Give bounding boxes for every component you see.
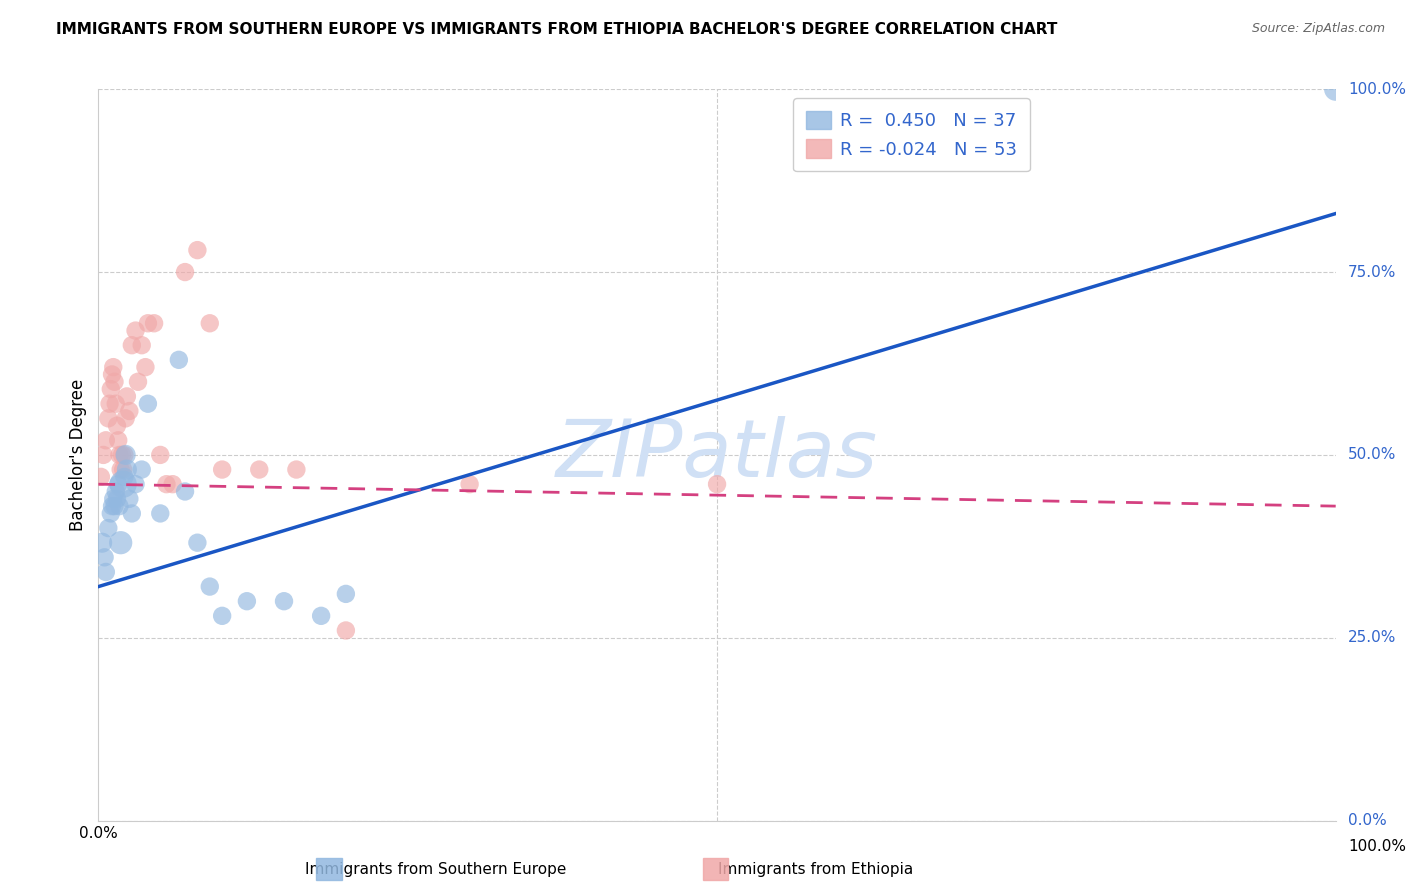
Text: 25.0%: 25.0% — [1348, 631, 1396, 645]
Legend: R =  0.450   N = 37, R = -0.024   N = 53: R = 0.450 N = 37, R = -0.024 N = 53 — [793, 98, 1029, 171]
Point — [105, 418, 128, 433]
Point — [706, 477, 728, 491]
Point — [236, 594, 259, 608]
Point — [186, 535, 208, 549]
Point — [143, 316, 166, 330]
Point — [273, 594, 295, 608]
Point — [100, 382, 122, 396]
Text: 75.0%: 75.0% — [1348, 265, 1396, 279]
Y-axis label: Bachelor's Degree: Bachelor's Degree — [69, 379, 87, 531]
Point — [1324, 82, 1347, 96]
Point — [155, 477, 177, 491]
Point — [115, 389, 138, 403]
Text: 0.0%: 0.0% — [1348, 814, 1386, 828]
Point — [149, 448, 172, 462]
Point — [104, 484, 127, 499]
Point — [112, 477, 135, 491]
Point — [103, 375, 125, 389]
Point — [105, 491, 128, 506]
Point — [112, 448, 135, 462]
Point — [309, 608, 332, 623]
Point — [211, 462, 233, 476]
Text: Source: ZipAtlas.com: Source: ZipAtlas.com — [1251, 22, 1385, 36]
Point — [124, 324, 146, 338]
Point — [108, 448, 131, 462]
Point — [98, 397, 121, 411]
Point — [136, 397, 159, 411]
Point — [211, 608, 233, 623]
Text: ZIPatlas: ZIPatlas — [555, 416, 879, 494]
Point — [110, 535, 132, 549]
Point — [91, 535, 114, 549]
Point — [136, 316, 159, 330]
Point — [335, 624, 357, 638]
Point — [103, 491, 125, 506]
Point — [458, 477, 481, 491]
Text: Immigrants from Southern Europe: Immigrants from Southern Europe — [305, 863, 567, 877]
Point — [110, 462, 132, 476]
Point — [97, 521, 120, 535]
Point — [97, 411, 120, 425]
Point — [94, 565, 117, 579]
Point — [103, 360, 125, 375]
Point — [111, 448, 134, 462]
Point — [103, 499, 125, 513]
Point — [101, 499, 124, 513]
Point — [112, 470, 135, 484]
Point — [112, 462, 135, 476]
Point — [93, 550, 115, 565]
Point — [186, 243, 208, 257]
Point — [107, 477, 129, 491]
Point — [149, 507, 172, 521]
Point — [121, 338, 143, 352]
Point — [198, 580, 221, 594]
Point — [127, 375, 149, 389]
Text: IMMIGRANTS FROM SOUTHERN EUROPE VS IMMIGRANTS FROM ETHIOPIA BACHELOR'S DEGREE CO: IMMIGRANTS FROM SOUTHERN EUROPE VS IMMIG… — [56, 22, 1057, 37]
Point — [93, 448, 115, 462]
Point — [115, 462, 138, 476]
Point — [167, 352, 190, 367]
Point — [90, 470, 112, 484]
Text: 100.0%: 100.0% — [1348, 82, 1406, 96]
Point — [174, 484, 197, 499]
Point — [335, 587, 357, 601]
Point — [285, 462, 308, 476]
Text: 50.0%: 50.0% — [1348, 448, 1396, 462]
Point — [162, 477, 184, 491]
Point — [131, 462, 153, 476]
Text: Immigrants from Ethiopia: Immigrants from Ethiopia — [718, 863, 912, 877]
Point — [131, 338, 153, 352]
Point — [94, 434, 117, 448]
Text: 100.0%: 100.0% — [1348, 838, 1406, 854]
Point — [107, 434, 129, 448]
Point — [121, 507, 143, 521]
Point — [114, 411, 136, 425]
Point — [134, 360, 156, 375]
Point — [198, 316, 221, 330]
Point — [124, 477, 146, 491]
Point — [108, 499, 131, 513]
Point — [118, 491, 141, 506]
Point — [101, 368, 124, 382]
Point — [247, 462, 270, 476]
Point — [104, 397, 127, 411]
Point — [118, 404, 141, 418]
Point — [174, 265, 197, 279]
Point — [114, 448, 136, 462]
Point — [100, 507, 122, 521]
